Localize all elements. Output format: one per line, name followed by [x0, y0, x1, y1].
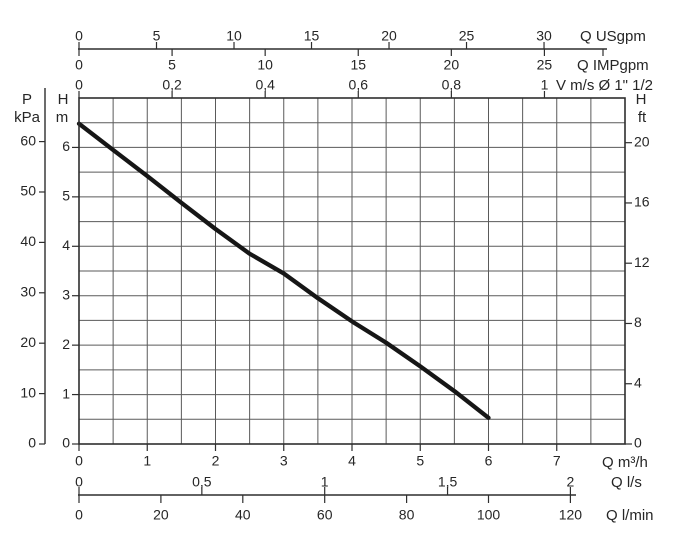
m3h-tick-label: 5: [416, 453, 424, 469]
lmin-tick-label: 80: [399, 507, 415, 523]
pressure-tick-label: 60: [20, 132, 36, 148]
head-ft-axis-label: H: [636, 91, 647, 108]
pressure-tick-label: 10: [20, 384, 36, 400]
head-m-tick-label: 0: [62, 435, 70, 451]
usgpm-axis-label: Q USgpm: [580, 28, 646, 45]
m3h-tick-label: 7: [553, 453, 561, 469]
usgpm-tick-label: 10: [226, 28, 242, 44]
lmin-tick-label: 120: [559, 507, 583, 523]
impgpm-tick-label: 20: [444, 57, 460, 73]
ls-tick-label: 0,5: [192, 474, 212, 490]
m3h-tick-label: 6: [485, 453, 493, 469]
usgpm-tick-label: 15: [304, 28, 320, 44]
velocity-tick-label: 0,2: [162, 77, 182, 93]
lmin-tick-label: 20: [153, 507, 169, 523]
head-m-axis-label: H: [58, 91, 69, 108]
ls-tick-label: 2: [567, 474, 575, 490]
velocity-tick-label: 1: [541, 77, 549, 93]
head-ft-tick-label: 4: [634, 374, 642, 390]
m3h-tick-label: 3: [280, 453, 288, 469]
lmin-tick-label: 100: [477, 507, 501, 523]
head-m-tick-label: 5: [62, 188, 70, 204]
usgpm-tick-label: 30: [536, 28, 552, 44]
m3h-axis-label: Q m³/h: [602, 454, 648, 471]
ls-tick-label: 1: [321, 474, 329, 490]
head-m-tick-label: 6: [62, 138, 70, 154]
impgpm-axis-label: Q IMPgpm: [577, 57, 649, 74]
pressure-tick-label: 40: [20, 233, 36, 249]
velocity-tick-label: 0,4: [255, 77, 275, 93]
lmin-tick-label: 60: [317, 507, 333, 523]
pump-head-curve: [76, 121, 491, 420]
velocity-tick-label: 0,6: [349, 77, 369, 93]
pressure-axis-unit: kPa: [14, 109, 41, 126]
impgpm-tick-label: 15: [350, 57, 366, 73]
head-m-tick-label: 4: [62, 237, 70, 253]
ls-tick-label: 1,5: [438, 474, 458, 490]
head-m-tick-label: 3: [62, 286, 70, 302]
impgpm-tick-label: 10: [257, 57, 273, 73]
usgpm-tick-label: 25: [459, 28, 475, 44]
pressure-tick-label: 50: [20, 183, 36, 199]
m3h-tick-label: 4: [348, 453, 356, 469]
velocity-tick-label: 0: [75, 77, 83, 93]
head-ft-tick-label: 20: [634, 133, 650, 149]
velocity-tick-label: 0,8: [442, 77, 462, 93]
impgpm-tick-label: 0: [75, 57, 83, 73]
pressure-tick-label: 30: [20, 283, 36, 299]
m3h-tick-label: 0: [75, 453, 83, 469]
head-m-tick-label: 2: [62, 336, 70, 352]
pressure-axis-label: P: [22, 91, 32, 108]
ls-tick-label: 0: [75, 474, 83, 490]
usgpm-tick-label: 20: [381, 28, 397, 44]
head-ft-tick-label: 12: [634, 254, 650, 270]
head-ft-tick-label: 8: [634, 314, 642, 330]
head-ft-tick-label: 16: [634, 194, 650, 210]
ls-axis-label: Q l/s: [611, 474, 642, 491]
lmin-axis-label: Q l/min: [606, 507, 654, 524]
pressure-tick-label: 20: [20, 334, 36, 350]
head-m-tick-label: 1: [62, 385, 70, 401]
lmin-tick-label: 40: [235, 507, 251, 523]
usgpm-tick-label: 0: [75, 28, 83, 44]
impgpm-tick-label: 5: [168, 57, 176, 73]
head-m-axis-unit: m: [56, 109, 69, 126]
impgpm-tick-label: 25: [537, 57, 553, 73]
lmin-tick-label: 0: [75, 507, 83, 523]
m3h-tick-label: 2: [212, 453, 220, 469]
velocity-axis-label: V m/s Ø 1" 1/2: [556, 77, 653, 94]
m3h-tick-label: 1: [143, 453, 151, 469]
head-ft-axis-unit: ft: [638, 109, 647, 126]
head-ft-tick-label: 0: [634, 435, 642, 451]
usgpm-tick-label: 5: [153, 28, 161, 44]
pressure-tick-label: 0: [28, 435, 36, 451]
